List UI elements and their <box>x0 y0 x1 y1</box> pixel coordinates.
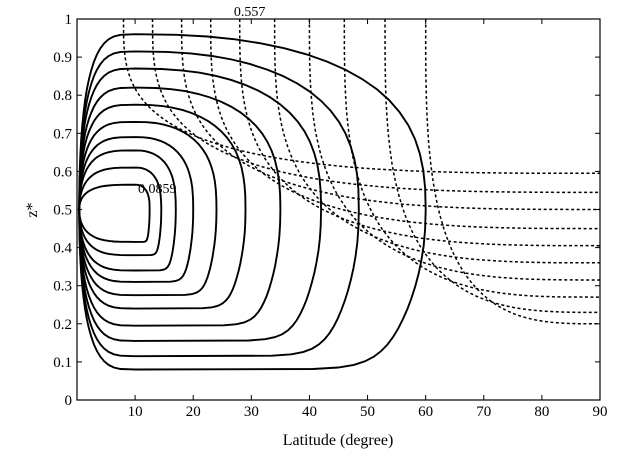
solid-contour-line <box>78 120 218 297</box>
y-tick-label: 0.4 <box>53 241 72 257</box>
x-tick-label: 40 <box>302 404 317 420</box>
solid-contour-group <box>78 33 427 371</box>
y-tick-label: 0.3 <box>53 279 72 295</box>
y-axis-ticks: 0 0.1 0.2 0.3 0.4 0.5 0.6 0.7 0.8 0.9 1 <box>53 12 600 409</box>
dashed-contour-line <box>273 19 600 264</box>
contour-annotation: 0.0859 <box>138 182 177 197</box>
dashed-contour-line <box>180 19 600 211</box>
x-tick-label: 10 <box>128 404 143 420</box>
y-tick-label: 0.5 <box>53 203 72 219</box>
x-tick-label: 30 <box>244 404 259 420</box>
y-tick-label: 1 <box>65 12 73 28</box>
solid-contour-line <box>78 50 360 358</box>
y-tick-label: 0 <box>65 393 73 409</box>
plot-frame <box>76 18 601 401</box>
dashed-contour-line <box>424 19 600 325</box>
dashed-contour-line <box>209 19 600 230</box>
solid-contour-line <box>78 67 323 342</box>
dashed-contour-line <box>308 19 600 281</box>
x-axis-ticks: 10 20 30 40 50 60 70 80 90 <box>128 19 608 420</box>
dashed-contour-line <box>151 19 600 194</box>
y-tick-label: 0.2 <box>53 317 72 333</box>
solid-contour-line <box>78 33 427 371</box>
dashed-contour-line <box>343 19 600 298</box>
x-tick-label: 70 <box>476 404 491 420</box>
y-tick-label: 0.6 <box>53 164 72 180</box>
y-tick-label: 0.9 <box>53 50 72 66</box>
x-axis-label: Latitude (degree) <box>283 432 394 449</box>
x-tick-label: 50 <box>360 404 375 420</box>
dashed-contour-line <box>238 19 600 247</box>
x-tick-label: 80 <box>534 404 549 420</box>
y-tick-label: 0.1 <box>53 355 72 371</box>
x-tick-label: 60 <box>418 404 433 420</box>
dashed-contour-line <box>384 19 600 314</box>
x-tick-label: 20 <box>186 404 201 420</box>
y-tick-label: 0.8 <box>53 88 72 104</box>
y-tick-label: 0.7 <box>53 126 72 142</box>
y-axis-label: z* <box>24 202 41 217</box>
x-tick-label: 90 <box>593 404 608 420</box>
dashed-contour-group <box>122 19 600 325</box>
contour-annotation: 0.557 <box>234 5 266 20</box>
dashed-contour-line <box>122 19 600 175</box>
contour-annotations: 0.557 0.0859 <box>138 5 265 197</box>
